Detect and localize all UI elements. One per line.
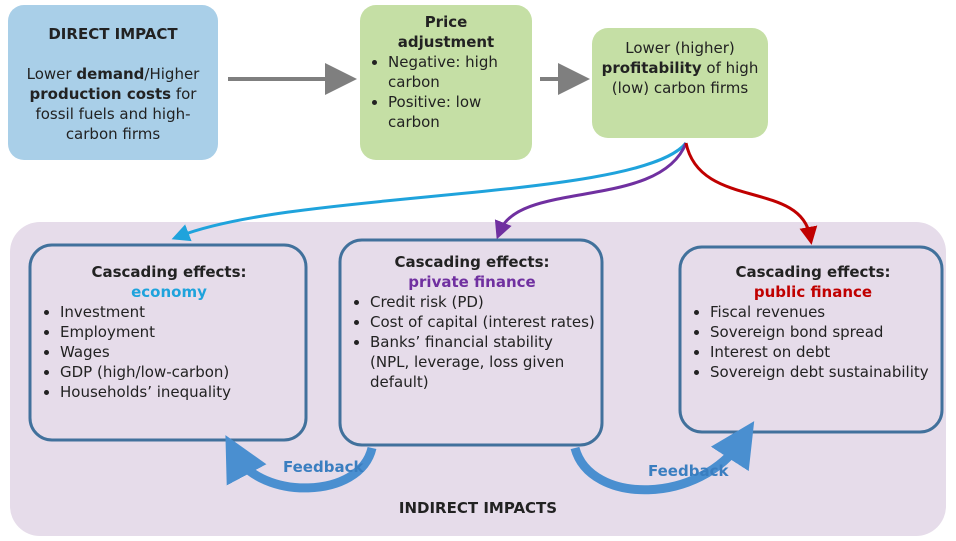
title: Cascading effects:	[394, 253, 550, 271]
list-item: Negative: high carbon	[388, 52, 526, 92]
list: InvestmentEmploymentWagesGDP (high/low-c…	[38, 302, 300, 402]
list-item: GDP (high/low-carbon)	[60, 362, 300, 382]
public-content: Cascading effects: public finance Fiscal…	[688, 262, 938, 382]
list-item: Households’ inequality	[60, 382, 300, 402]
list: Fiscal revenuesSovereign bond spreadInte…	[688, 302, 938, 382]
list-item: Credit risk (PD)	[370, 292, 596, 312]
list-item: Investment	[60, 302, 300, 322]
title: Cascading effects:	[91, 263, 247, 281]
title: Price adjustment	[397, 13, 495, 51]
list-item: Banks’ financial stability (NPL, leverag…	[370, 332, 596, 392]
list-item: Employment	[60, 322, 300, 342]
list-item: Fiscal revenues	[710, 302, 938, 322]
list-item: Cost of capital (interest rates)	[370, 312, 596, 332]
private-box	[338, 238, 604, 447]
profitability-content: Lower (higher) profitability of high (lo…	[600, 38, 760, 98]
subtitle: economy	[131, 283, 207, 301]
footer: INDIRECT IMPACTS	[398, 499, 558, 517]
public-box	[678, 245, 944, 434]
list-item: Interest on debt	[710, 342, 938, 362]
private-content: Cascading effects: private finance Credi…	[348, 252, 596, 392]
title: DIRECT IMPACT	[48, 25, 178, 43]
arrow	[494, 142, 688, 240]
arrow	[684, 142, 818, 245]
title: Cascading effects:	[735, 263, 891, 281]
feedback-arrow	[225, 435, 377, 493]
run: for fossil fuels and high-carbon firms	[35, 85, 197, 143]
list-item: Sovereign bond spread	[710, 322, 938, 342]
profitability-box	[592, 28, 768, 138]
run: Lower	[26, 65, 77, 83]
direct-content: DIRECT IMPACT Lower demand/Higher produc…	[18, 24, 208, 144]
price-box	[360, 5, 532, 160]
feedback-arrow	[570, 421, 755, 495]
feedback-label: Feedback	[283, 458, 364, 476]
feedback-label: Feedback	[648, 462, 729, 480]
run: profitability	[601, 59, 702, 77]
run: demand	[76, 65, 145, 83]
economy-box	[28, 243, 308, 442]
direct-box	[8, 5, 218, 160]
run: /Higher	[144, 65, 200, 83]
list-item: Positive: low carbon	[388, 92, 526, 132]
price-content: Price adjustment Negative: high carbonPo…	[366, 12, 526, 132]
list-item: Sovereign debt sustainability	[710, 362, 938, 382]
arrow	[171, 142, 688, 242]
text: Lower demand/Higher production costs for…	[18, 64, 208, 144]
run: Lower (higher)	[625, 39, 735, 57]
economy-content: Cascading effects: economy InvestmentEmp…	[38, 262, 300, 402]
subtitle: public finance	[753, 283, 873, 301]
run: of high (low) carbon firms	[611, 59, 759, 97]
subtitle: private finance	[408, 273, 536, 291]
list: Credit risk (PD)Cost of capital (interes…	[348, 292, 596, 392]
list-item: Wages	[60, 342, 300, 362]
list: Negative: high carbonPositive: low carbo…	[366, 52, 526, 132]
run: production costs	[29, 85, 172, 103]
